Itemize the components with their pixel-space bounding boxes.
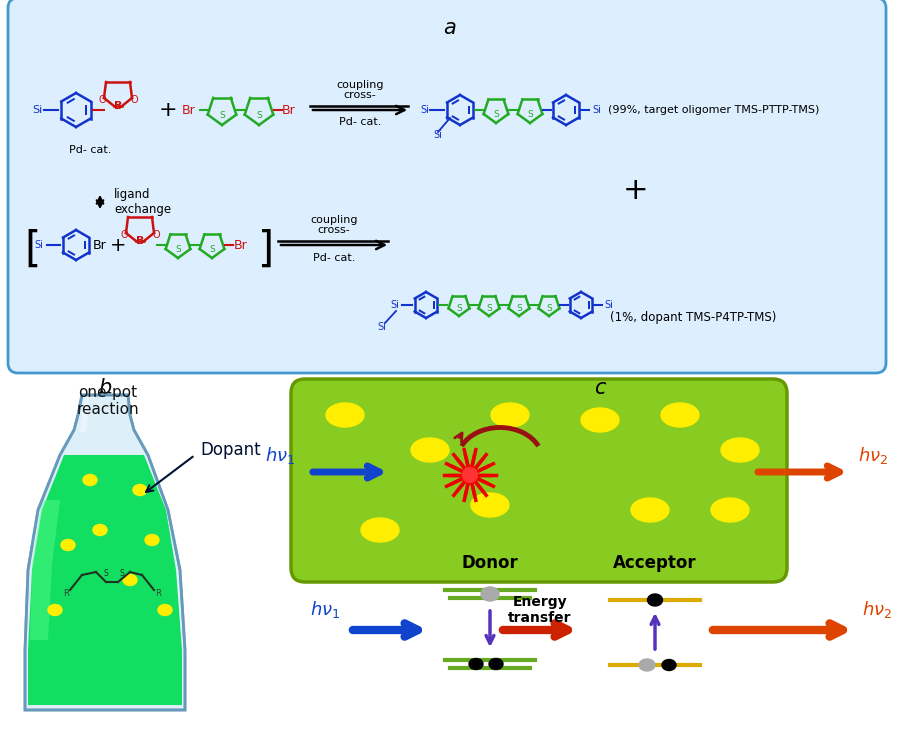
- Polygon shape: [28, 455, 182, 705]
- Text: S: S: [516, 304, 522, 313]
- Text: S: S: [120, 570, 124, 579]
- Text: S: S: [176, 245, 181, 254]
- Text: one-pot
reaction: one-pot reaction: [76, 385, 140, 417]
- Ellipse shape: [48, 604, 62, 615]
- Text: c: c: [594, 378, 606, 398]
- Ellipse shape: [158, 604, 172, 615]
- Text: Pd- cat.: Pd- cat.: [68, 145, 112, 155]
- Text: a: a: [444, 18, 456, 38]
- Text: ]: ]: [258, 229, 274, 271]
- Text: O: O: [152, 230, 160, 240]
- Ellipse shape: [489, 658, 503, 669]
- Polygon shape: [30, 500, 60, 640]
- Text: cross-: cross-: [318, 225, 350, 235]
- Ellipse shape: [326, 403, 364, 427]
- Text: Si: Si: [34, 240, 43, 250]
- Ellipse shape: [471, 493, 509, 517]
- Text: Br: Br: [282, 103, 296, 116]
- Text: Energy
transfer: Energy transfer: [508, 595, 572, 625]
- Ellipse shape: [361, 518, 399, 542]
- Text: $h\nu_1$: $h\nu_1$: [265, 444, 295, 466]
- Text: coupling: coupling: [337, 80, 383, 90]
- Ellipse shape: [711, 498, 749, 522]
- Ellipse shape: [481, 587, 499, 601]
- Text: $h\nu_2$: $h\nu_2$: [858, 444, 888, 466]
- Text: Pd- cat.: Pd- cat.: [338, 117, 382, 127]
- Text: S: S: [546, 304, 552, 313]
- Text: Si: Si: [32, 105, 42, 115]
- Text: +: +: [623, 175, 649, 204]
- Text: S: S: [493, 110, 499, 119]
- Text: O: O: [130, 95, 138, 105]
- Text: Br: Br: [234, 239, 248, 251]
- Text: coupling: coupling: [310, 215, 358, 225]
- Text: $h\nu_2$: $h\nu_2$: [862, 599, 892, 621]
- Ellipse shape: [631, 498, 669, 522]
- Text: +: +: [110, 236, 126, 254]
- Ellipse shape: [83, 475, 97, 486]
- Text: S: S: [104, 570, 108, 579]
- FancyBboxPatch shape: [291, 379, 787, 582]
- Text: S: S: [486, 304, 492, 313]
- FancyBboxPatch shape: [8, 0, 886, 373]
- Ellipse shape: [411, 438, 449, 462]
- Text: Si: Si: [604, 300, 613, 310]
- Ellipse shape: [661, 403, 699, 427]
- Text: Br: Br: [93, 239, 107, 251]
- Text: R: R: [63, 589, 69, 598]
- Text: B: B: [113, 101, 122, 111]
- Text: +: +: [158, 100, 177, 120]
- Text: $h\nu_1$: $h\nu_1$: [310, 599, 340, 621]
- Text: S: S: [219, 111, 225, 119]
- Text: S: S: [209, 245, 215, 254]
- Text: Acceptor: Acceptor: [613, 554, 697, 572]
- Text: Si: Si: [378, 322, 386, 332]
- Text: (99%, target oligomer TMS-PTTP-TMS): (99%, target oligomer TMS-PTTP-TMS): [608, 105, 819, 115]
- Text: Si: Si: [420, 105, 429, 115]
- Text: S: S: [527, 110, 533, 119]
- Text: Si: Si: [434, 130, 443, 140]
- Ellipse shape: [145, 534, 159, 545]
- Text: Donor: Donor: [462, 554, 518, 572]
- Ellipse shape: [133, 484, 147, 495]
- Text: Dopant: Dopant: [200, 441, 261, 459]
- Ellipse shape: [93, 525, 107, 536]
- Text: Si: Si: [592, 105, 601, 115]
- Polygon shape: [80, 395, 90, 432]
- Ellipse shape: [721, 438, 759, 462]
- Polygon shape: [25, 395, 185, 710]
- Text: R: R: [155, 589, 161, 598]
- Text: Br: Br: [182, 103, 196, 116]
- Ellipse shape: [123, 575, 137, 585]
- Text: cross-: cross-: [344, 90, 376, 100]
- Ellipse shape: [463, 467, 478, 483]
- Ellipse shape: [469, 658, 483, 669]
- Ellipse shape: [639, 659, 655, 671]
- Text: (1%, dopant TMS-P4TP-TMS): (1%, dopant TMS-P4TP-TMS): [610, 310, 777, 324]
- Ellipse shape: [491, 403, 529, 427]
- Text: O: O: [98, 95, 106, 105]
- Text: [: [: [24, 229, 40, 271]
- Text: Pd- cat.: Pd- cat.: [313, 253, 356, 263]
- Text: B: B: [136, 236, 144, 246]
- Ellipse shape: [647, 594, 662, 606]
- Ellipse shape: [662, 660, 676, 671]
- Ellipse shape: [581, 408, 619, 432]
- Text: b: b: [98, 378, 112, 398]
- Text: O: O: [121, 230, 128, 240]
- Text: S: S: [456, 304, 462, 313]
- Text: ligand
exchange: ligand exchange: [114, 188, 171, 216]
- Ellipse shape: [61, 539, 75, 551]
- Text: Si: Si: [390, 300, 399, 310]
- Text: S: S: [256, 111, 262, 119]
